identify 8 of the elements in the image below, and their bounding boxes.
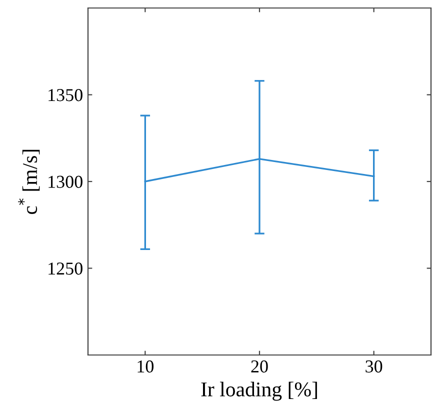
y-tick-label: 1250 [48,262,82,275]
x-tick-label: 30 [366,360,382,373]
y-axis-title: c$^{*}$ [m/s] [18,150,40,214]
x-tick-label: 20 [251,360,268,373]
x-tick-label: 10 [138,360,154,373]
y-tick-label: 1300 [48,176,82,188]
y-tick-label: 1350 [48,89,82,102]
x-axis-title: Ir loading [%] [201,382,317,401]
